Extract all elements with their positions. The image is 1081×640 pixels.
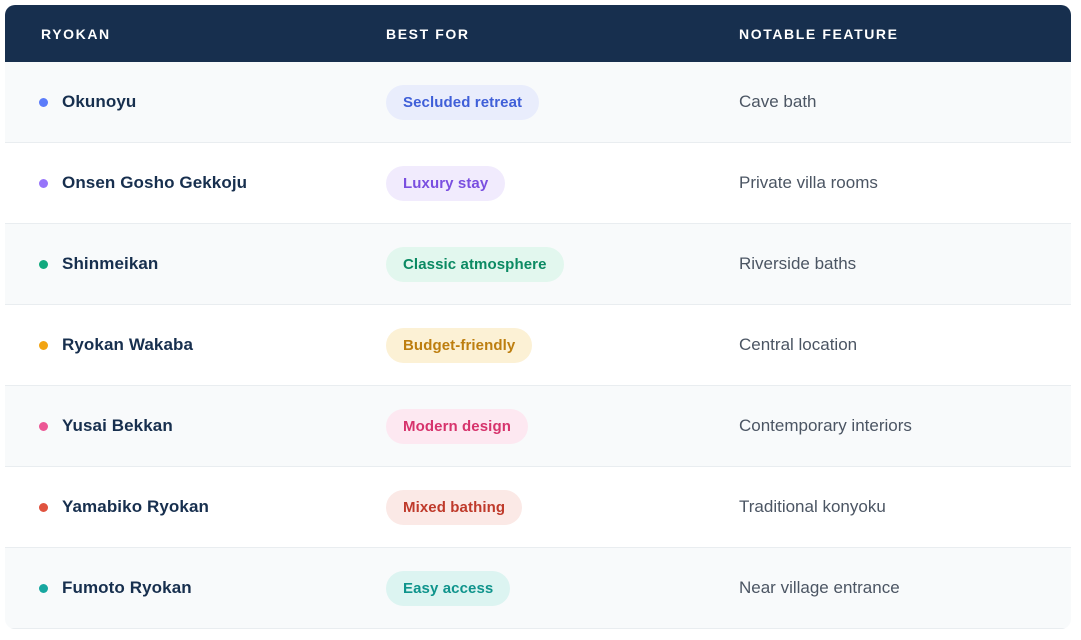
best-for-badge: Secluded retreat (386, 84, 540, 120)
ryokan-cell: Yamabiko Ryokan (5, 497, 386, 517)
ryokan-cell: Ryokan Wakaba (5, 335, 386, 355)
best-for-cell: Budget-friendly (386, 327, 739, 363)
ryokan-name: Ryokan Wakaba (62, 335, 194, 354)
best-for-cell: Mixed bathing (386, 489, 739, 525)
notable-feature: Private villa rooms (739, 173, 878, 192)
ryokan-name: Onsen Gosho Gekkoju (62, 173, 248, 192)
ryokan-dot-icon (39, 178, 48, 188)
table-row: Yamabiko Ryokan Mixed bathing Traditional … (5, 467, 1071, 548)
ryokan-cell: Onsen Gosho Gekkoju (5, 173, 386, 193)
ryokan-cell: Fumoto Ryokan (5, 578, 386, 598)
table-row: Fumoto Ryokan Easy access Near village ent… (5, 548, 1071, 629)
ryokan-dot-icon (39, 583, 48, 593)
ryokan-name: Yusai Bekkan (62, 416, 173, 435)
ryokan-comparison-table: RYOKAN BEST FOR NOTABLE FEATURE Okunoyu S… (5, 5, 1071, 629)
notable-feature: Traditional konyoku (739, 497, 886, 516)
table-row: Ryokan Wakaba Budget-friendly Central loca… (5, 305, 1071, 386)
ryokan-dot-icon (39, 421, 48, 431)
table-row: Okunoyu Secluded retreat Cave bath (5, 62, 1071, 143)
ryokan-name: Yamabiko Ryokan (62, 497, 210, 516)
best-for-badge: Modern design (386, 408, 528, 444)
ryokan-cell: Shinmeikan (5, 254, 386, 274)
table-row: Shinmeikan Classic atmosphere Riverside ba… (5, 224, 1071, 305)
notable-feature: Contemporary interiors (739, 416, 912, 435)
ryokan-dot-icon (39, 340, 48, 350)
ryokan-dot-icon (39, 97, 48, 107)
best-for-badge: Classic atmosphere (386, 246, 564, 282)
notable-feature: Cave bath (739, 92, 817, 111)
notable-feature: Central location (739, 335, 858, 354)
ryokan-cell: Yusai Bekkan (5, 416, 386, 436)
best-for-cell: Modern design (386, 408, 739, 444)
best-for-badge: Mixed bathing (386, 489, 523, 525)
notable-feature: Near village entrance (739, 578, 900, 597)
best-for-cell: Easy access (386, 570, 739, 606)
column-header-best-for: BEST FOR (386, 25, 470, 42)
best-for-badge: Budget-friendly (386, 327, 533, 363)
column-header-notable-feature: NOTABLE FEATURE (739, 25, 899, 42)
table-row: Yusai Bekkan Modern design Contemporary in… (5, 386, 1071, 467)
column-header-ryokan: RYOKAN (41, 25, 111, 42)
notable-feature: Riverside baths (739, 254, 857, 273)
ryokan-name: Okunoyu (62, 92, 137, 111)
ryokan-dot-icon (39, 259, 48, 269)
table-row: Onsen Gosho Gekkoju Luxury stay Private vi… (5, 143, 1071, 224)
best-for-cell: Classic atmosphere (386, 246, 739, 282)
best-for-badge: Luxury stay (386, 165, 506, 201)
ryokan-cell: Okunoyu (5, 92, 386, 112)
ryokan-dot-icon (39, 502, 48, 512)
best-for-badge: Easy access (386, 570, 511, 606)
best-for-cell: Secluded retreat (386, 84, 739, 120)
ryokan-name: Shinmeikan (62, 254, 159, 273)
table-body: Okunoyu Secluded retreat Cave bath Onsen Go… (5, 62, 1071, 629)
ryokan-name: Fumoto Ryokan (62, 578, 192, 597)
table-header: RYOKAN BEST FOR NOTABLE FEATURE (5, 5, 1071, 62)
best-for-cell: Luxury stay (386, 165, 739, 201)
